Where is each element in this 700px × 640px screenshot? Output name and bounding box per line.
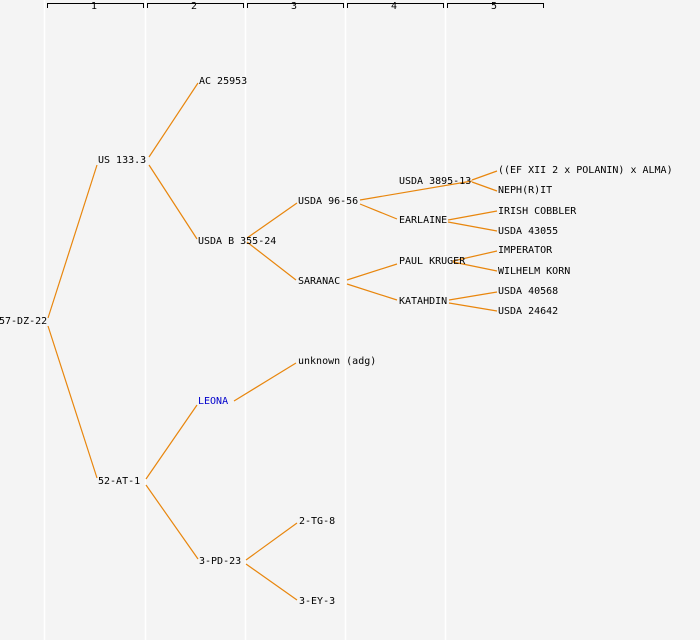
pedigree-edge-57-dz-22--52-at-1 [47,325,98,479]
pedigree-node-leona[interactable]: LEONA [198,396,229,407]
pedigree-edge-usda-b-355-24--usda-96-56 [246,202,298,239]
pedigree-edge-leona--unknown-adg [233,362,297,402]
pedigree-node-usda-b-355-24[interactable]: USDA B 355-24 [198,236,277,247]
pedigree-edge-52-at-1--leona [145,404,198,480]
pedigree-edge-saranac--katahdin [346,283,398,301]
pedigree-edge-saranac--paul-kruger [346,263,398,281]
column-header-1: 1 [90,1,98,12]
pedigree-edge-us-133-3--usda-b-355-24 [148,164,198,240]
column-bracket-1 [47,3,144,8]
pedigree-edges [47,82,498,601]
pedigree-edge-3-pd-23--3-ey-3 [245,563,298,601]
column-header-3: 3 [290,1,298,12]
column-header-brackets [47,3,544,8]
column-bracket-2 [147,3,244,8]
column-header-2: 2 [190,1,198,12]
pedigree-node-imperator[interactable]: IMPERATOR [498,245,553,256]
pedigree-node-usda-96-56[interactable]: USDA 96-56 [298,196,359,207]
pedigree-edge-katahdin--usda-40568 [448,291,498,301]
pedigree-node-irish-cobbler[interactable]: IRISH COBBLER [498,206,577,217]
pedigree-edge-usda-96-56--earlaine [359,203,398,220]
pedigree-edge-52-at-1--3-pd-23 [145,484,199,560]
column-header-5: 5 [490,1,498,12]
pedigree-edge-us-133-3--ac-25953 [148,82,199,158]
pedigree-node-usda-40568[interactable]: USDA 40568 [498,286,559,297]
pedigree-edge-usda-96-56--usda-3895-13 [359,180,473,201]
pedigree-node-unknown-adg[interactable]: unknown (adg) [298,356,377,367]
pedigree-node-usda-24642[interactable]: USDA 24642 [498,306,559,317]
pedigree-node-57-dz-22[interactable]: 57-DZ-22 [0,316,48,327]
pedigree-node-52-at-1[interactable]: 52-AT-1 [98,476,141,487]
pedigree-edge-usda-3895-13--neph-r-it [471,181,498,192]
pedigree-node-us-133-3[interactable]: US 133.3 [98,155,147,166]
column-bracket-4 [347,3,444,8]
pedigree-node-neph-r-it[interactable]: NEPH(R)IT [498,185,553,196]
pedigree-edge-usda-3895-13--ef-xii-alma [471,170,498,181]
column-header-4: 4 [390,1,398,12]
pedigree-edge-paul-kruger--wilhelm-korn [452,261,498,272]
column-bracket-3 [247,3,344,8]
pedigree-edge-57-dz-22--us-133-3 [47,164,98,319]
pedigree-edge-earlaine--irish-cobbler [447,210,498,221]
pedigree-edge-usda-b-355-24--saranac [246,241,297,281]
pedigree-node-saranac[interactable]: SARANAC [298,276,341,287]
pedigree-node-usda-3895-13[interactable]: USDA 3895-13 [399,176,472,187]
column-separator-lines [43,0,447,640]
pedigree-node-paul-kruger[interactable]: PAUL KRUGER [399,256,466,267]
pedigree-node-earlaine[interactable]: EARLAINE [399,215,448,226]
pedigree-node-3-pd-23[interactable]: 3-PD-23 [199,556,242,567]
pedigree-node-wilhelm-korn[interactable]: WILHELM KORN [498,266,571,277]
pedigree-edge-katahdin--usda-24642 [448,302,498,312]
column-bracket-5 [447,3,544,8]
pedigree-node-usda-43055[interactable]: USDA 43055 [498,226,559,237]
pedigree-node-3-ey-3[interactable]: 3-EY-3 [299,596,336,607]
pedigree-node-ef-xii-alma[interactable]: ((EF XII 2 x POLANIN) x ALMA) [498,165,673,176]
pedigree-node-ac-25953[interactable]: AC 25953 [199,76,248,87]
pedigree-node-katahdin[interactable]: KATAHDIN [399,296,448,307]
pedigree-edge-paul-kruger--imperator [452,250,498,262]
pedigree-node-2-tg-8[interactable]: 2-TG-8 [299,516,336,527]
pedigree-edge-earlaine--usda-43055 [447,221,498,232]
pedigree-edge-3-pd-23--2-tg-8 [245,522,298,561]
